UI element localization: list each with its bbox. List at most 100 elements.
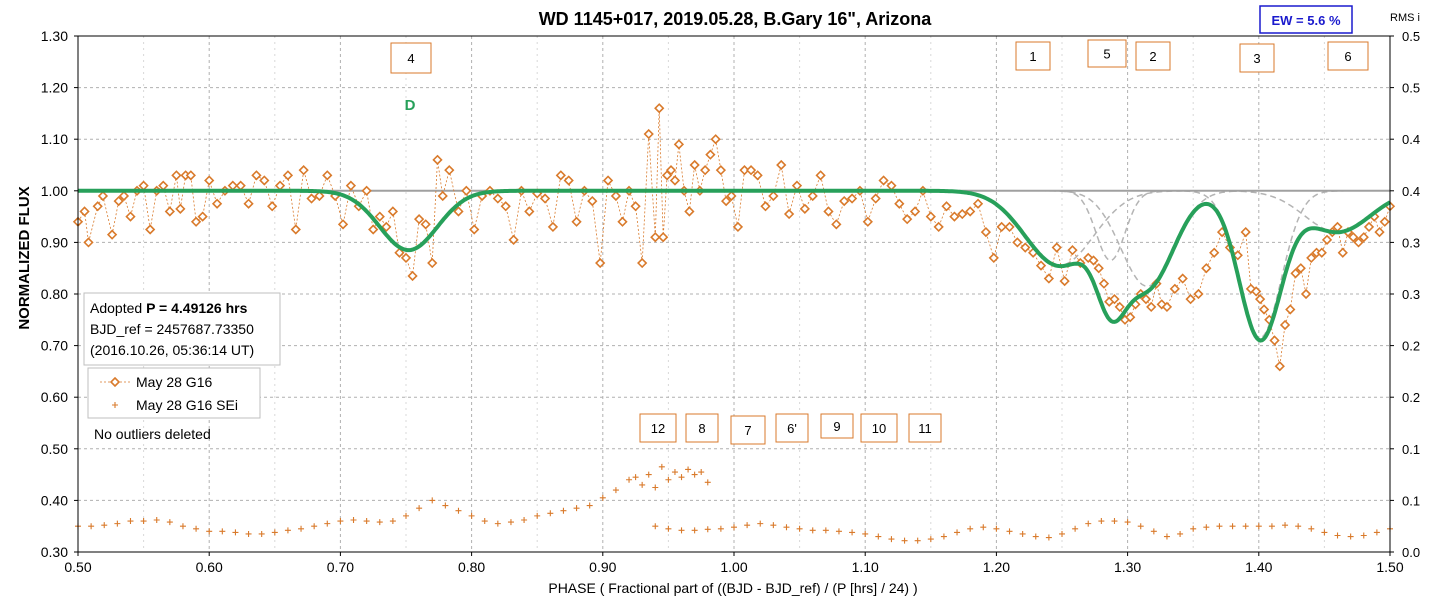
sei-point: [704, 526, 711, 533]
flux-point: [453, 206, 464, 217]
sei-point: [875, 533, 882, 540]
sei-point: [245, 530, 252, 537]
flux-point: [251, 170, 262, 181]
x-tick-label: 1.20: [983, 559, 1010, 575]
x-tick-label: 1.40: [1245, 559, 1272, 575]
sei-point: [658, 463, 665, 470]
flux-point: [673, 139, 685, 150]
sei-point: [678, 527, 685, 534]
sei-point: [311, 523, 318, 530]
dip-box-label: 2: [1149, 49, 1156, 64]
sei-point: [324, 520, 331, 527]
flux-point: [387, 206, 399, 217]
flux-point: [715, 165, 727, 176]
flux-point: [823, 206, 834, 217]
flux-point: [752, 170, 763, 181]
sei-point: [258, 530, 265, 537]
ew-badge-box: [1259, 5, 1353, 34]
legend-entry-1: May 28 G16: [136, 374, 212, 390]
flux-point: [726, 190, 737, 202]
sei-point: [849, 529, 856, 536]
sei-point: [1334, 532, 1341, 539]
flux-point: [1358, 232, 1369, 243]
flux-point: [1185, 294, 1196, 305]
legend-entry-2: May 28 G16 SEi: [136, 397, 238, 413]
sei-point: [671, 469, 678, 476]
flux-point: [1020, 242, 1031, 253]
flux-point: [957, 208, 968, 220]
sei-point: [271, 529, 278, 536]
dip-label: D: [405, 97, 416, 114]
dip-box: [730, 415, 766, 445]
y2-tick-label: 0.0: [1402, 545, 1420, 560]
flux-point: [1043, 273, 1055, 284]
flux-point: [1316, 247, 1327, 258]
flux-point: [739, 165, 750, 176]
legend: May 28 G16 May 28 G16 SEi: [87, 367, 261, 419]
sei-point: [389, 518, 396, 525]
dip-box-label: 1: [1029, 49, 1036, 64]
legend-marker-plus: [112, 402, 118, 408]
flux-point: [381, 221, 392, 233]
sei-point: [114, 520, 121, 527]
sei-point: [534, 512, 541, 519]
sei-point: [1347, 533, 1354, 540]
x-tick-label: 0.50: [64, 559, 91, 575]
flux-point: [1093, 263, 1104, 274]
flux-point: [862, 216, 873, 227]
sei-point: [901, 537, 908, 544]
flux-point: [595, 257, 606, 269]
sei-point: [652, 523, 659, 530]
flux-point: [267, 201, 278, 212]
flux-point: [980, 226, 992, 238]
y-tick-label: 0.70: [41, 338, 68, 354]
flux-point: [776, 159, 787, 171]
dip-box: [390, 42, 432, 74]
flux-point: [909, 206, 921, 217]
sei-point: [337, 518, 344, 525]
sei-point: [179, 523, 186, 530]
flux-point: [361, 185, 372, 196]
flux-point: [1379, 216, 1390, 227]
sei-point: [822, 527, 829, 534]
flux-point: [658, 232, 669, 243]
flux-point: [637, 257, 648, 269]
flux-point: [1140, 294, 1152, 305]
info-line-3: (2016.10.26, 05:36:14 UT): [90, 342, 254, 358]
sei-point: [665, 476, 672, 483]
flux-point: [79, 206, 90, 217]
flux-point: [1088, 255, 1099, 266]
dip-box-label: 6: [1344, 49, 1351, 64]
sei-point: [796, 525, 803, 532]
sei-point: [980, 524, 987, 531]
flux-point: [807, 190, 818, 202]
flux-point: [1240, 226, 1251, 238]
flux-point: [1209, 247, 1220, 258]
flux-point: [878, 175, 889, 186]
sei-point: [652, 484, 659, 491]
sei-point: [835, 528, 842, 535]
y2-tick-label: 0.1: [1402, 493, 1420, 508]
flux-point: [1337, 247, 1348, 258]
sei-point: [1295, 523, 1302, 530]
dip-box: [639, 413, 677, 443]
sei-point: [1360, 532, 1367, 539]
sei-point: [954, 529, 961, 536]
flux-point: [1254, 294, 1266, 305]
flux-point: [164, 206, 175, 217]
flux-point: [643, 128, 654, 140]
sei-point: [1098, 518, 1105, 525]
flux-point: [1269, 335, 1280, 346]
dip-box: [1087, 39, 1127, 68]
info-line-2: BJD_ref = 2457687.73350: [90, 321, 254, 337]
flux-point: [760, 201, 771, 212]
flux-point: [211, 198, 223, 209]
y-tick-label: 0.40: [41, 492, 68, 508]
flux-point: [602, 175, 614, 186]
y-tick-label: 0.50: [41, 441, 68, 457]
flux-point: [444, 165, 455, 176]
sei-point: [350, 517, 357, 524]
sei-point: [1150, 528, 1157, 535]
y-tick-label: 0.90: [41, 234, 68, 250]
